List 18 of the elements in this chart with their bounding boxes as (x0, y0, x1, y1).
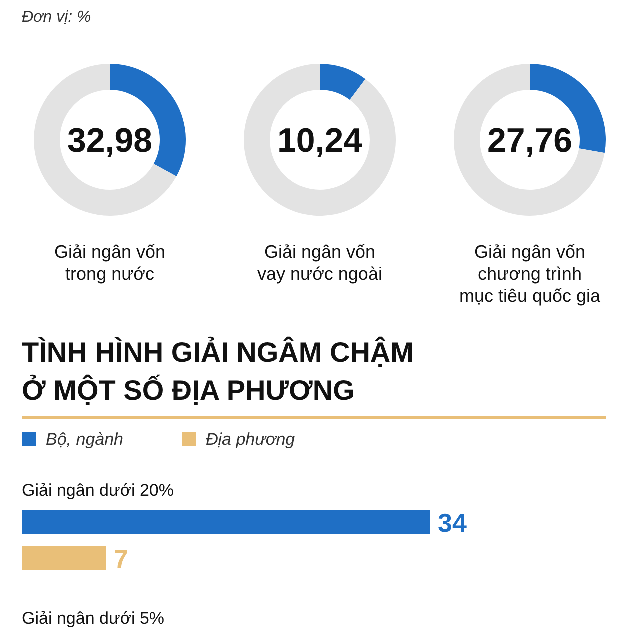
data-label: 34 (438, 508, 468, 538)
legend-label: Địa phương (206, 430, 296, 449)
donut-slice (320, 64, 366, 100)
text: Đơn vị: % (22, 9, 92, 26)
legend-label: Bộ, ngành (46, 430, 124, 449)
text: 27,76 (487, 122, 573, 160)
data-label: 7 (114, 544, 128, 574)
text: 32,98 (67, 122, 153, 160)
donut-slice (454, 64, 605, 216)
chart-title: TÌNH HÌNH GIẢI NGÂM CHẬM Ở MỘT SỐ ĐỊA PHƯƠNG (22, 336, 414, 406)
text: Giải ngân vốn chương trình mục tiêu quốc gia (459, 242, 602, 306)
donut-slice (34, 64, 177, 216)
donut-slice (244, 64, 396, 216)
text: Giải ngân vốn trong nước (54, 242, 166, 284)
text: Giải ngân vốn vay nước ngoài (258, 242, 382, 284)
text: 10,24 (277, 122, 363, 160)
y-tick-label: Giải ngân dưới 20% (22, 481, 174, 500)
y-tick-label: Giải ngân dưới 5% (22, 609, 165, 628)
